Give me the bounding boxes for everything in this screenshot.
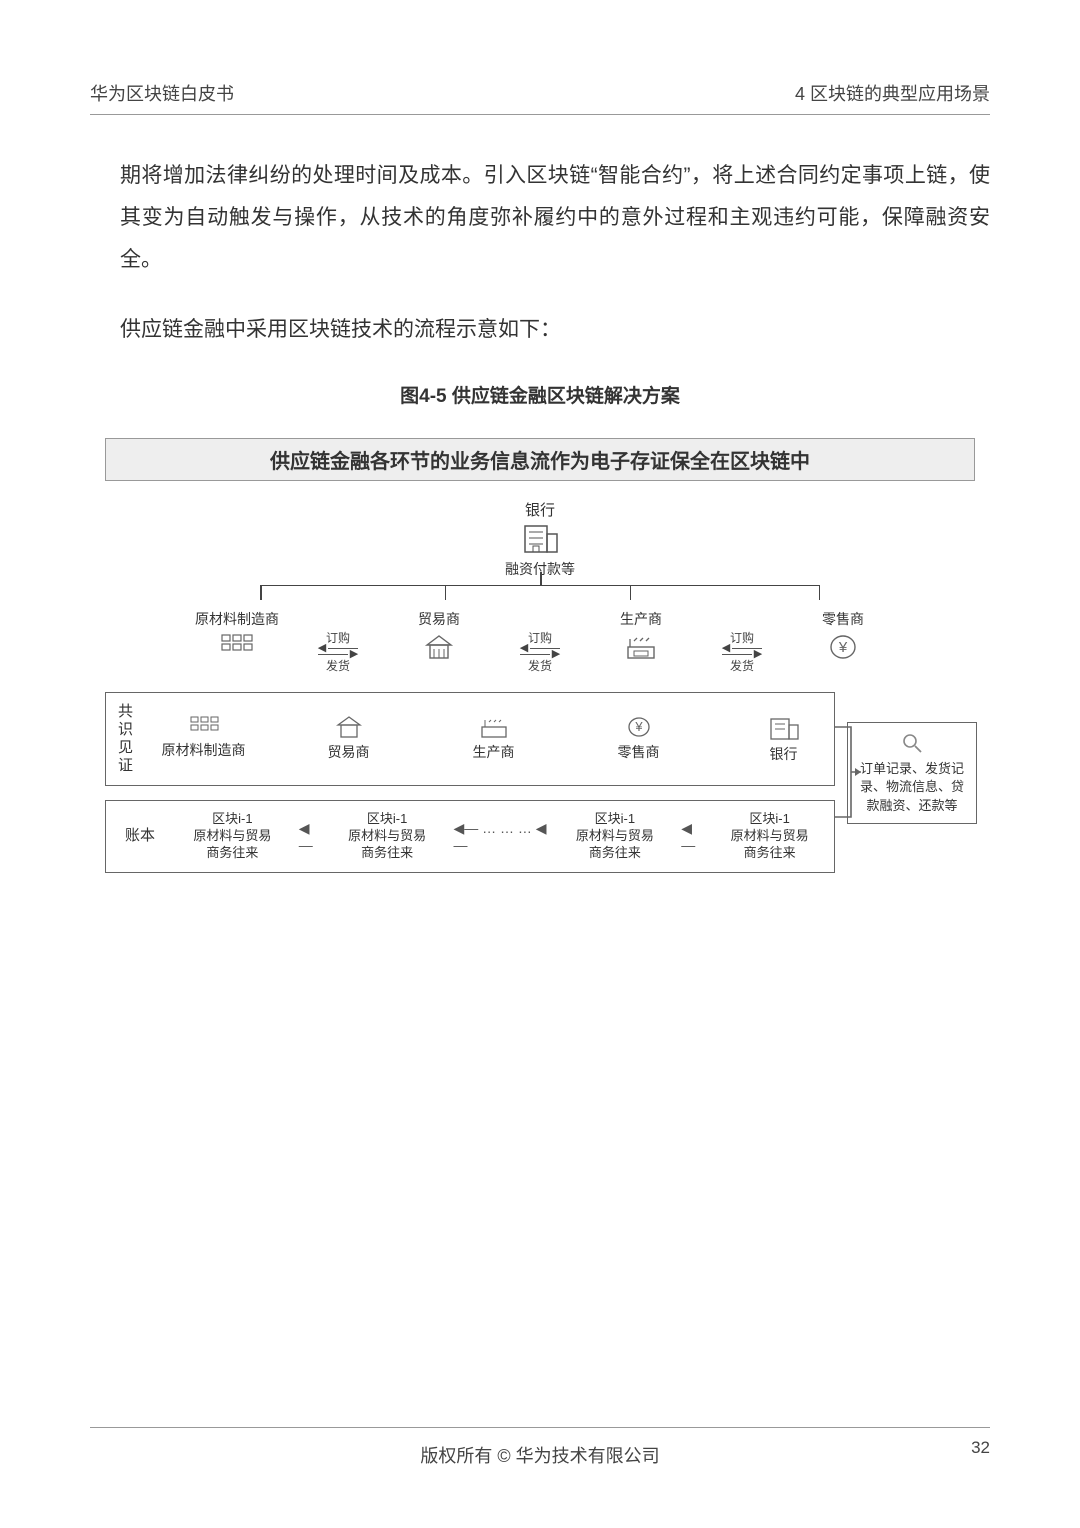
ledger-dots: … … …: [482, 820, 532, 836]
svg-text:¥: ¥: [634, 719, 643, 734]
ledger-label: 账本: [118, 827, 162, 845]
ledger-block-title: 区块i-1: [335, 811, 440, 828]
consensus-item: 原材料制造商: [151, 715, 256, 763]
page-footer: 版权所有 © 华为技术有限公司 32: [90, 1427, 990, 1468]
yen-icon: ¥: [626, 715, 652, 743]
diagram-container: 供应链金融各环节的业务信息流作为电子存证保全在区块链中 银行 融资付款等 原材料…: [105, 438, 975, 873]
header-right: 4 区块链的典型应用场景: [795, 80, 990, 106]
ledger-block-title: 区块i-1: [717, 811, 822, 828]
chain-edge: 订购 ◀ ▶ 发货: [711, 629, 773, 674]
consensus-box: 共识 见证 原材料制造商 贸易商 生产商 ¥: [105, 692, 835, 786]
edge-label-bottom: 发货: [326, 657, 350, 674]
left-arrow-icon: ◀—: [299, 820, 321, 853]
supply-chain-row: 原材料制造商 订购 ◀ ▶ 发货 贸易商 订购 ◀ ▶ 发货 生产商: [105, 609, 975, 674]
bank-bracket: [260, 585, 820, 603]
grid-icon: [189, 715, 219, 741]
chain-node-trader: 贸易商: [379, 609, 499, 664]
chain-node-producer: 生产商: [581, 609, 701, 664]
consensus-item: ¥ 零售商: [586, 715, 691, 763]
chain-node-label: 原材料制造商: [177, 609, 297, 629]
chain-node-label: 贸易商: [379, 609, 499, 629]
consensus-item-label: 原材料制造商: [151, 741, 256, 759]
edge-label-top: 订购: [528, 629, 552, 646]
page-header: 华为区块链白皮书 4 区块链的典型应用场景: [90, 80, 990, 115]
aside-box: 订单记录、发货记录、物流信息、贷款融资、还款等: [847, 722, 977, 824]
chain-node-raw: 原材料制造商: [177, 609, 297, 662]
consensus-item: 贸易商: [296, 715, 401, 763]
consensus-label: 共识 见证: [118, 703, 133, 775]
factory-icon: [624, 633, 658, 664]
edge-label-top: 订购: [326, 629, 350, 646]
building-icon: [767, 715, 801, 745]
ledger-block-sub: 原材料与贸易 商务往来: [563, 828, 668, 862]
consensus-item: 银行: [731, 715, 836, 763]
factory-icon: [479, 715, 509, 743]
aside-text: 订单记录、发货记录、物流信息、贷款融资、还款等: [856, 760, 968, 815]
chain-node-label: 生产商: [581, 609, 701, 629]
ledger-block: 区块i-1 原材料与贸易 商务往来: [717, 811, 822, 862]
ledger-block: 区块i-1 原材料与贸易 商务往来: [563, 811, 668, 862]
diagram-panel-title: 供应链金融各环节的业务信息流作为电子存证保全在区块链中: [105, 438, 975, 481]
consensus-item-label: 生产商: [441, 743, 546, 761]
dots-icon: ◀— … … … ◀—: [453, 820, 548, 853]
ledger-box: 账本 区块i-1 原材料与贸易 商务往来 ◀— 区块i-1 原材料与贸易 商务往…: [105, 800, 835, 873]
ledger-block-title: 区块i-1: [563, 811, 668, 828]
left-arrow-icon: ◀—: [681, 820, 703, 853]
body-paragraph-1: 期将增加法律纠纷的处理时间及成本。引入区块链“智能合约”，将上述合同约定事项上链…: [120, 155, 990, 281]
ledger-block: 区块i-1 原材料与贸易 商务往来: [335, 811, 440, 862]
consensus-item-label: 银行: [731, 745, 836, 763]
bank-node: 银行 融资付款等: [105, 499, 975, 579]
warehouse-icon: [423, 633, 455, 664]
header-left: 华为区块链白皮书: [90, 80, 234, 106]
ledger-block-sub: 原材料与贸易 商务往来: [717, 828, 822, 862]
figure-caption: 图4-5 供应链金融区块链解决方案: [90, 381, 990, 408]
consensus-item-label: 零售商: [586, 743, 691, 761]
yen-icon: ¥: [828, 633, 858, 664]
consensus-item-label: 贸易商: [296, 743, 401, 761]
page-number: 32: [971, 1438, 990, 1458]
body-paragraph-2: 供应链金融中采用区块链技术的流程示意如下：: [120, 309, 990, 351]
svg-text:¥: ¥: [838, 639, 848, 656]
ledger-block-sub: 原材料与贸易 商务往来: [180, 828, 285, 862]
building-icon: [519, 520, 561, 557]
edge-label-bottom: 发货: [730, 657, 754, 674]
bank-label: 银行: [105, 499, 975, 520]
chain-node-retail: 零售商 ¥: [783, 609, 903, 664]
chain-edge: 订购 ◀ ▶ 发货: [307, 629, 369, 674]
footer-center: 版权所有 © 华为技术有限公司: [420, 1446, 659, 1466]
ledger-block-sub: 原材料与贸易 商务往来: [335, 828, 440, 862]
grid-icon: [220, 633, 254, 662]
ledger-block: 区块i-1 原材料与贸易 商务往来: [180, 811, 285, 862]
ledger-block-title: 区块i-1: [180, 811, 285, 828]
chain-node-label: 零售商: [783, 609, 903, 629]
consensus-item: 生产商: [441, 715, 546, 763]
warehouse-icon: [335, 715, 363, 743]
edge-label-top: 订购: [730, 629, 754, 646]
edge-label-bottom: 发货: [528, 657, 552, 674]
magnify-icon: [900, 731, 924, 760]
chain-edge: 订购 ◀ ▶ 发货: [509, 629, 571, 674]
